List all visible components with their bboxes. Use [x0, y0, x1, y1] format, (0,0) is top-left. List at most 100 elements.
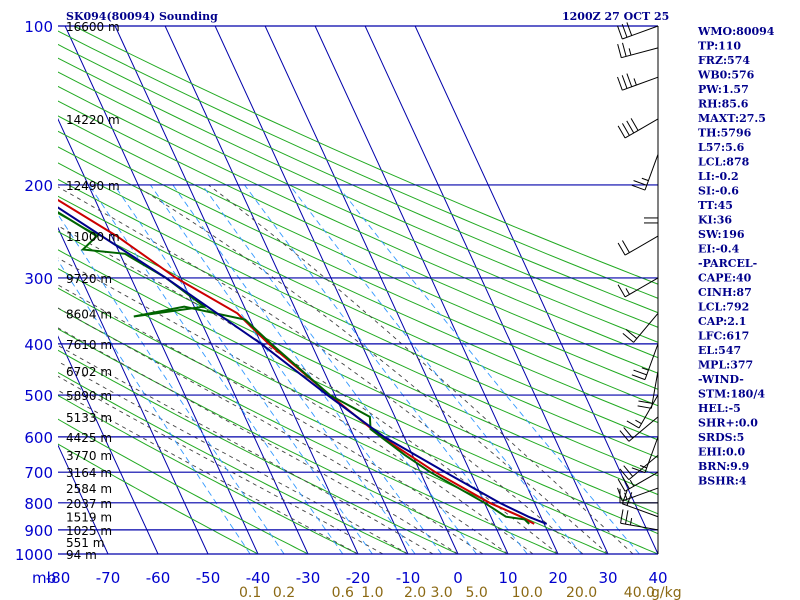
wind-barb-feather [626, 420, 640, 429]
dry-adiabat-line [58, 249, 658, 535]
temperature-tick-label: -60 [146, 569, 171, 587]
dry-adiabat-line [58, 394, 359, 554]
wind-barb-feather [622, 332, 634, 343]
sounding-index-label: RH:85.6 [698, 98, 749, 111]
sounding-index-label: FRZ:574 [698, 54, 750, 67]
mixing-ratio-line [244, 184, 528, 554]
height-label: 9720 m [66, 272, 112, 286]
mixing-ratio-tick-label: 5.0 [465, 585, 487, 600]
sounding-index-label: LCL:878 [698, 156, 750, 169]
dry-adiabat-line [58, 349, 459, 554]
pressure-tick-label: 900 [24, 522, 53, 540]
sounding-index-label: CAPE:40 [698, 272, 752, 285]
wind-barb-feather [617, 284, 626, 298]
wind-barb-staff [620, 522, 659, 531]
height-label: 1025 m [66, 524, 112, 538]
sounding-index-label: PW:1.57 [698, 83, 749, 96]
dry-adiabat-line [58, 43, 658, 314]
moist-adiabat-line [58, 284, 509, 554]
height-label: 12490 m [66, 179, 120, 193]
wind-barb-feather [626, 73, 633, 87]
pressure-tick-label: 700 [24, 464, 53, 482]
dry-adiabat-line [58, 115, 658, 390]
sounding-index-label: LCL:792 [698, 301, 749, 314]
wind-barb-staff [628, 416, 659, 442]
wind-barb-feather [621, 75, 628, 89]
wind-barb-feather [623, 427, 634, 439]
dry-adiabat-line [58, 371, 409, 554]
temperature-tick-label: -70 [96, 569, 121, 587]
wind-barb-feather [619, 430, 630, 442]
wind-barb-staff [633, 312, 659, 343]
sounding-index-label: SRDS:5 [698, 431, 744, 444]
temperature-tick-label: 30 [598, 569, 617, 587]
moist-adiabat-line [58, 345, 434, 554]
mixing-ratio-tick-label: 1.0 [361, 585, 383, 600]
wind-barb-feather [617, 478, 626, 492]
wind-barb-staff [644, 343, 659, 380]
wind-barb [617, 22, 659, 40]
wind-barb-feather [617, 242, 626, 256]
sounding-index-label: LI:-0.2 [698, 170, 739, 183]
wind-barb-feather [631, 184, 646, 191]
wind-barb [617, 42, 659, 59]
wind-barb-staff [622, 25, 659, 40]
isotherm-grid [58, 26, 658, 554]
wind-barb-feather [631, 467, 646, 474]
temperature-tick-label: 0 [453, 569, 463, 587]
temperature-tick-label: -40 [246, 569, 271, 587]
wind-barb [617, 73, 659, 91]
moist-adiabat-line [58, 375, 384, 554]
chart-title: SK094(80094) Sounding [66, 10, 218, 23]
wind-barb-feather [621, 490, 628, 504]
dry-adiabat-line [58, 85, 658, 359]
wind-barb-staff [624, 235, 659, 256]
mixing-ratio-line [201, 184, 477, 554]
wind-barb-feather [621, 476, 630, 489]
sounding-index-label: TP:110 [698, 40, 741, 53]
wind-barb-feather [622, 42, 627, 57]
pressure-unit-label: mb [32, 569, 56, 587]
wind-barb [631, 343, 659, 381]
mixing-ratio-tick-label: 2.0 [404, 585, 426, 600]
sounding-index-label: EHI:0.0 [698, 446, 745, 459]
dry-adiabat-line [58, 100, 658, 374]
wind-barb [631, 154, 659, 191]
moist-adiabat-line [58, 361, 409, 554]
wind-barb-staff [622, 503, 659, 518]
isotherm-line [58, 118, 259, 554]
isotherm-line [58, 226, 209, 554]
moist-adiabat-line [58, 389, 359, 554]
wind-barb-feather [621, 240, 630, 253]
mixing-ratio-line [172, 184, 442, 554]
wind-barb-feather [626, 120, 635, 134]
pressure-tick-label: 800 [24, 495, 53, 513]
temperature-tick-label: -50 [196, 569, 221, 587]
dry-adiabat-line [58, 213, 658, 496]
mixing-ratio-tick-label: 40.0 [624, 585, 655, 600]
height-label: 1519 m [66, 511, 112, 525]
temperature-tick-label: 40 [648, 569, 667, 587]
wind-barb-staff [638, 394, 659, 429]
wind-barb [617, 118, 659, 139]
wind-barb-feather [638, 400, 653, 404]
wind-barb-feather [633, 369, 647, 376]
pressure-tick-label: 1000 [15, 546, 53, 564]
wind-barb-feather [625, 288, 630, 295]
pressure-tick-label: 400 [24, 336, 53, 354]
temperature-tick-label: -30 [296, 569, 321, 587]
wind-barb-staff [644, 436, 659, 473]
mixing-ratio-tick-label: 3.0 [430, 585, 452, 600]
sounding-index-label: -WIND- [698, 373, 744, 386]
height-label: 2037 m [66, 497, 112, 511]
height-label: 5890 m [66, 389, 112, 403]
mixing-ratio-tick-label: 0.6 [332, 585, 354, 600]
dewpoint-trace [58, 211, 530, 525]
wind-barb-feather [621, 23, 628, 38]
wind-barb-feather [617, 25, 623, 40]
height-label: 8604 m [66, 307, 112, 321]
wind-barb [617, 235, 659, 256]
isotherm-line [364, 26, 609, 554]
temperature-trace [58, 198, 535, 525]
